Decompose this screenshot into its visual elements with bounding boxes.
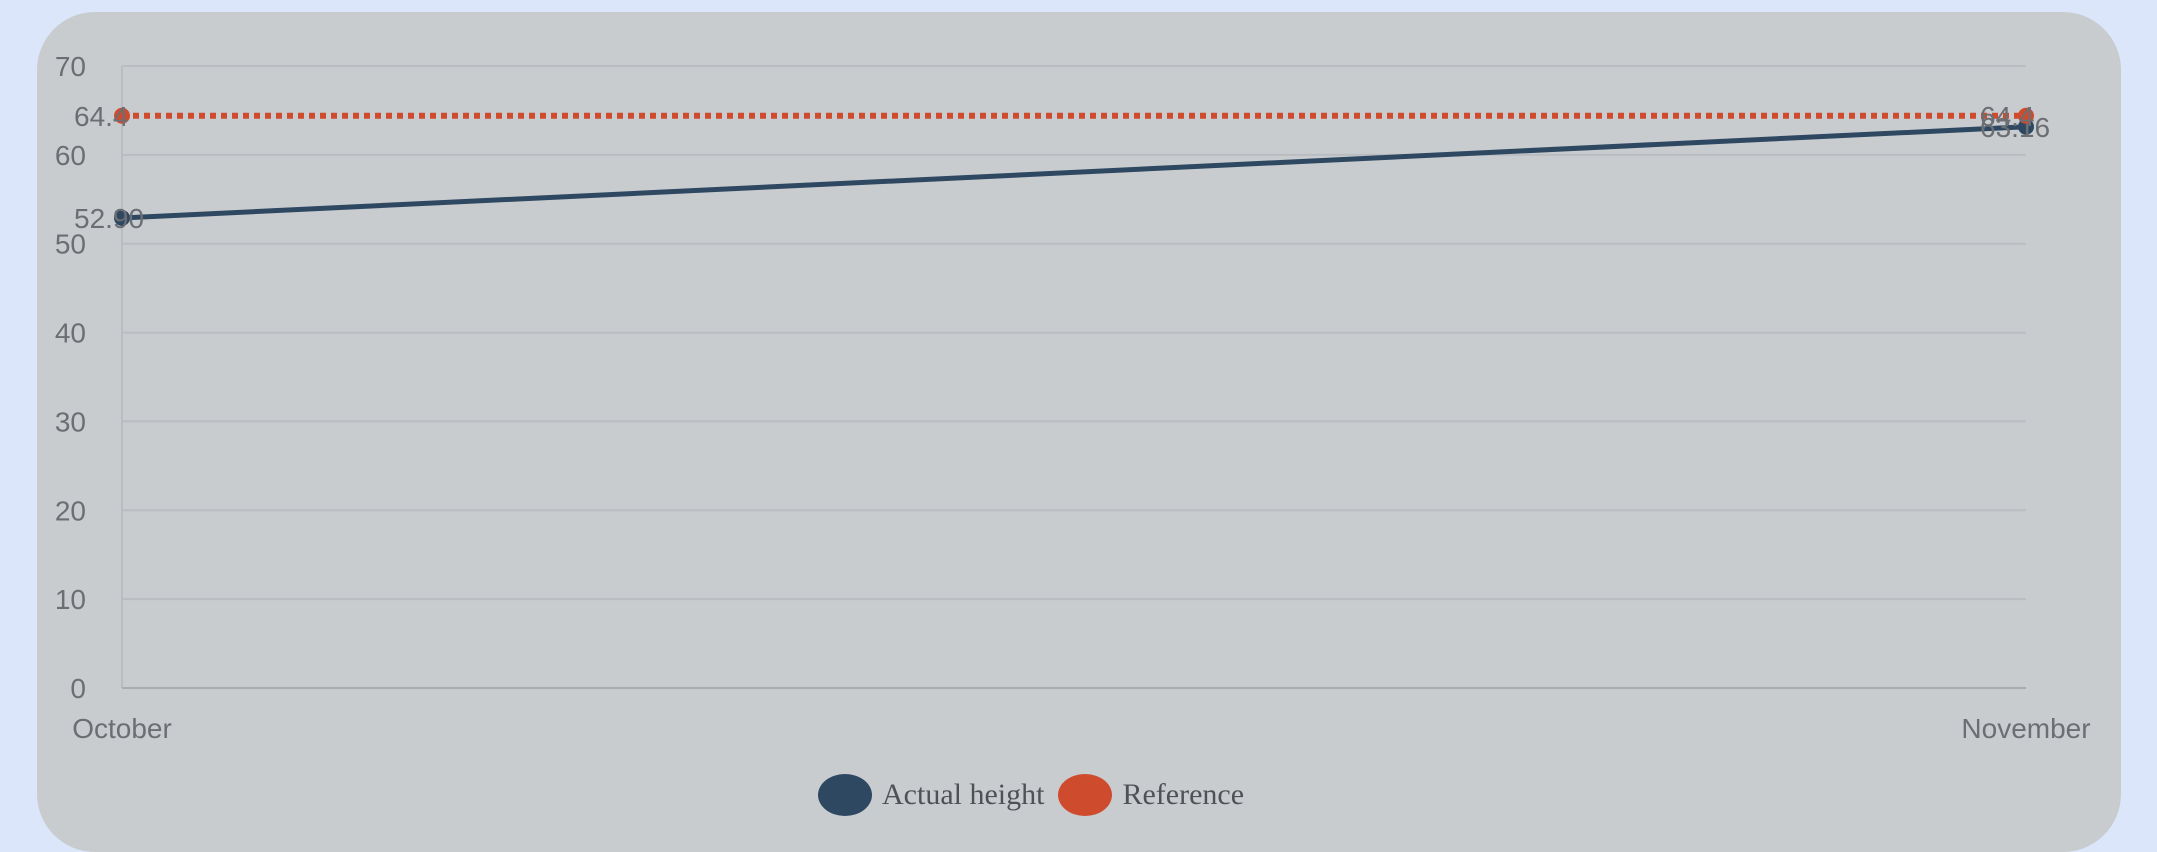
chart-card: [37, 12, 2121, 852]
legend-label-reference: Reference: [1122, 778, 1245, 811]
y-tick-label: 20: [55, 495, 86, 526]
data-point-0-1[interactable]: [2018, 118, 2034, 135]
data-point-0-0[interactable]: [114, 209, 130, 226]
data-point-1-1[interactable]: [2018, 107, 2034, 124]
data-label-1-0: 64.4: [74, 101, 129, 132]
y-tick-label: 70: [55, 51, 86, 82]
data-label-0-0: 52.90: [74, 203, 144, 234]
x-tick-label: November: [1961, 713, 2090, 744]
legend-swatch-actual-height: [818, 774, 872, 816]
legend-label-actual-height: Actual height: [882, 778, 1045, 811]
x-tick-label: October: [72, 713, 172, 744]
y-tick-label: 50: [55, 229, 86, 260]
legend-swatch-reference: [1058, 774, 1113, 816]
y-tick-label: 60: [55, 140, 86, 171]
y-tick-label: 0: [70, 673, 86, 704]
y-tick-label: 10: [55, 584, 86, 615]
grid-lines: [121, 65, 2026, 689]
legend: Actual height Reference: [818, 774, 1258, 816]
legend-item-actual-height[interactable]: Actual height: [818, 774, 1044, 816]
series-line-0: [121, 124, 2027, 221]
y-axis-ticks: 0 10 20 30 40 50 60 70: [55, 51, 86, 704]
data-point-1-0[interactable]: [114, 107, 130, 124]
y-tick-label: 40: [55, 318, 86, 349]
y-tick-label: 30: [55, 406, 86, 437]
data-label-1-1: 64.4: [1980, 101, 2035, 132]
x-axis-ticks: October November: [72, 713, 2090, 744]
legend-item-reference[interactable]: Reference: [1058, 774, 1244, 816]
